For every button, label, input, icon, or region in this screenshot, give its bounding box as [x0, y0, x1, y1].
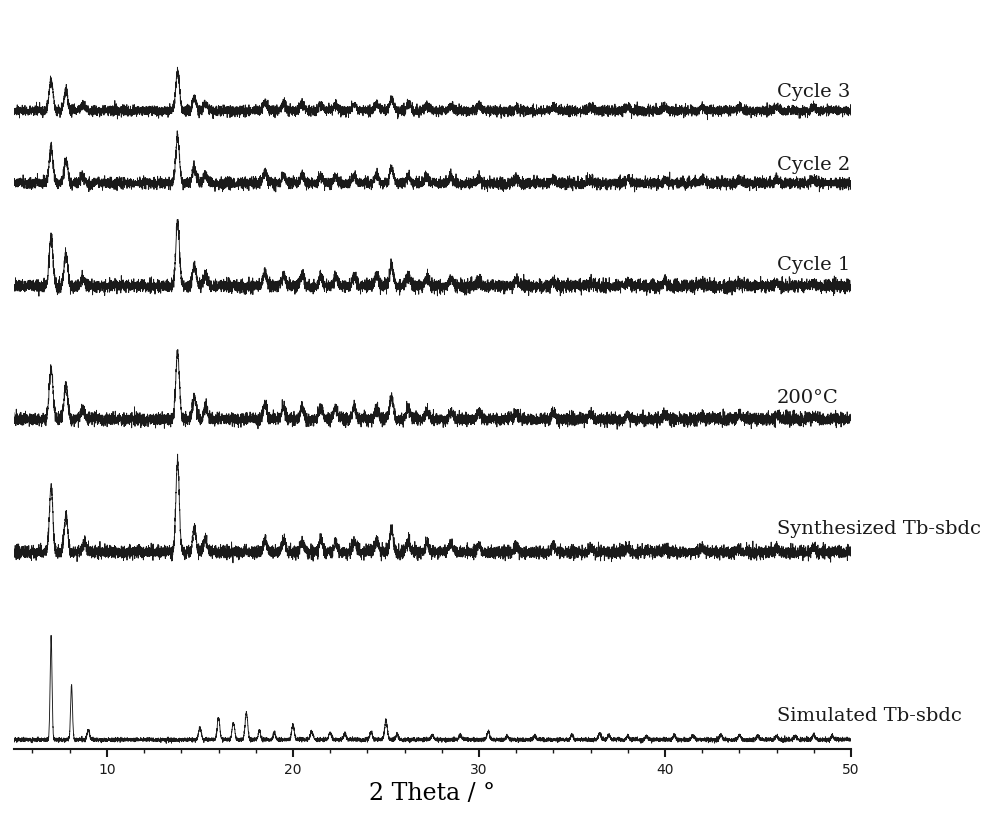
Text: Synthesized Tb-sbdc: Synthesized Tb-sbdc: [777, 520, 981, 537]
X-axis label: 2 Theta / °: 2 Theta / °: [369, 782, 495, 805]
Text: Cycle 1: Cycle 1: [777, 256, 850, 274]
Text: Simulated Tb-sbdc: Simulated Tb-sbdc: [777, 707, 961, 725]
Text: 200°C: 200°C: [777, 389, 838, 407]
Text: Cycle 3: Cycle 3: [777, 83, 850, 101]
Text: Cycle 2: Cycle 2: [777, 156, 850, 174]
